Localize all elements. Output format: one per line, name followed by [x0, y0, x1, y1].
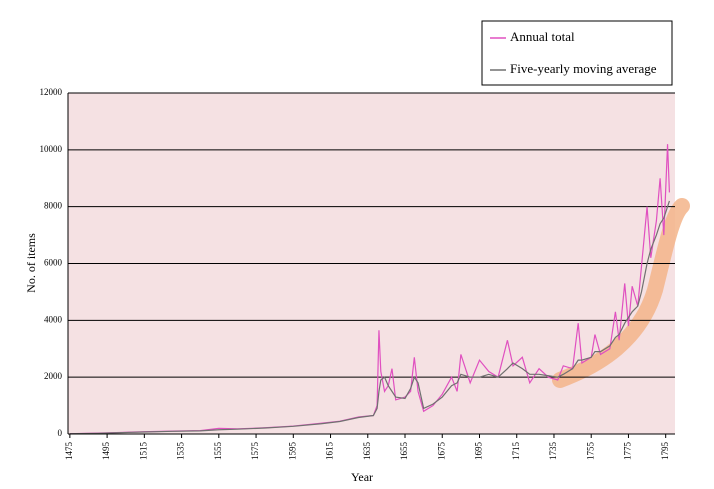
y-tick-label: 12000	[40, 87, 63, 97]
y-tick-label: 2000	[44, 371, 63, 381]
y-axis-label: No. of items	[24, 233, 38, 293]
series-line	[69, 200, 670, 435]
x-tick-label: 1635	[362, 442, 372, 461]
x-tick-label: 1755	[585, 442, 595, 461]
x-tick-label: 1775	[623, 442, 633, 461]
x-tick-label: 1555	[213, 442, 223, 461]
x-tick-label: 1495	[101, 442, 111, 461]
x-tick-label: 1575	[250, 442, 260, 461]
y-tick-label: 0	[58, 428, 63, 438]
x-tick-label: 1735	[548, 442, 558, 461]
legend-label: Five-yearly moving average	[510, 61, 657, 76]
legend	[481, 20, 673, 86]
x-axis-label: Year	[351, 470, 373, 484]
x-tick-label: 1615	[325, 442, 335, 461]
y-tick-label: 8000	[44, 201, 63, 211]
x-tick-label: 1655	[399, 442, 409, 461]
x-tick-label: 1535	[176, 442, 186, 461]
x-tick-label: 1595	[287, 442, 297, 461]
highlight-band	[552, 198, 690, 388]
x-tick-label: 1675	[436, 442, 446, 461]
x-tick-label: 1475	[64, 442, 74, 461]
y-tick-label: 10000	[40, 144, 63, 154]
x-tick-label: 1795	[660, 442, 670, 461]
legend-label: Annual total	[510, 29, 575, 44]
x-tick-label: 1695	[474, 442, 484, 461]
x-tick-label: 1515	[138, 442, 148, 461]
y-tick-label: 6000	[44, 258, 63, 268]
x-tick-label: 1715	[511, 442, 521, 461]
y-tick-label: 4000	[44, 314, 63, 324]
